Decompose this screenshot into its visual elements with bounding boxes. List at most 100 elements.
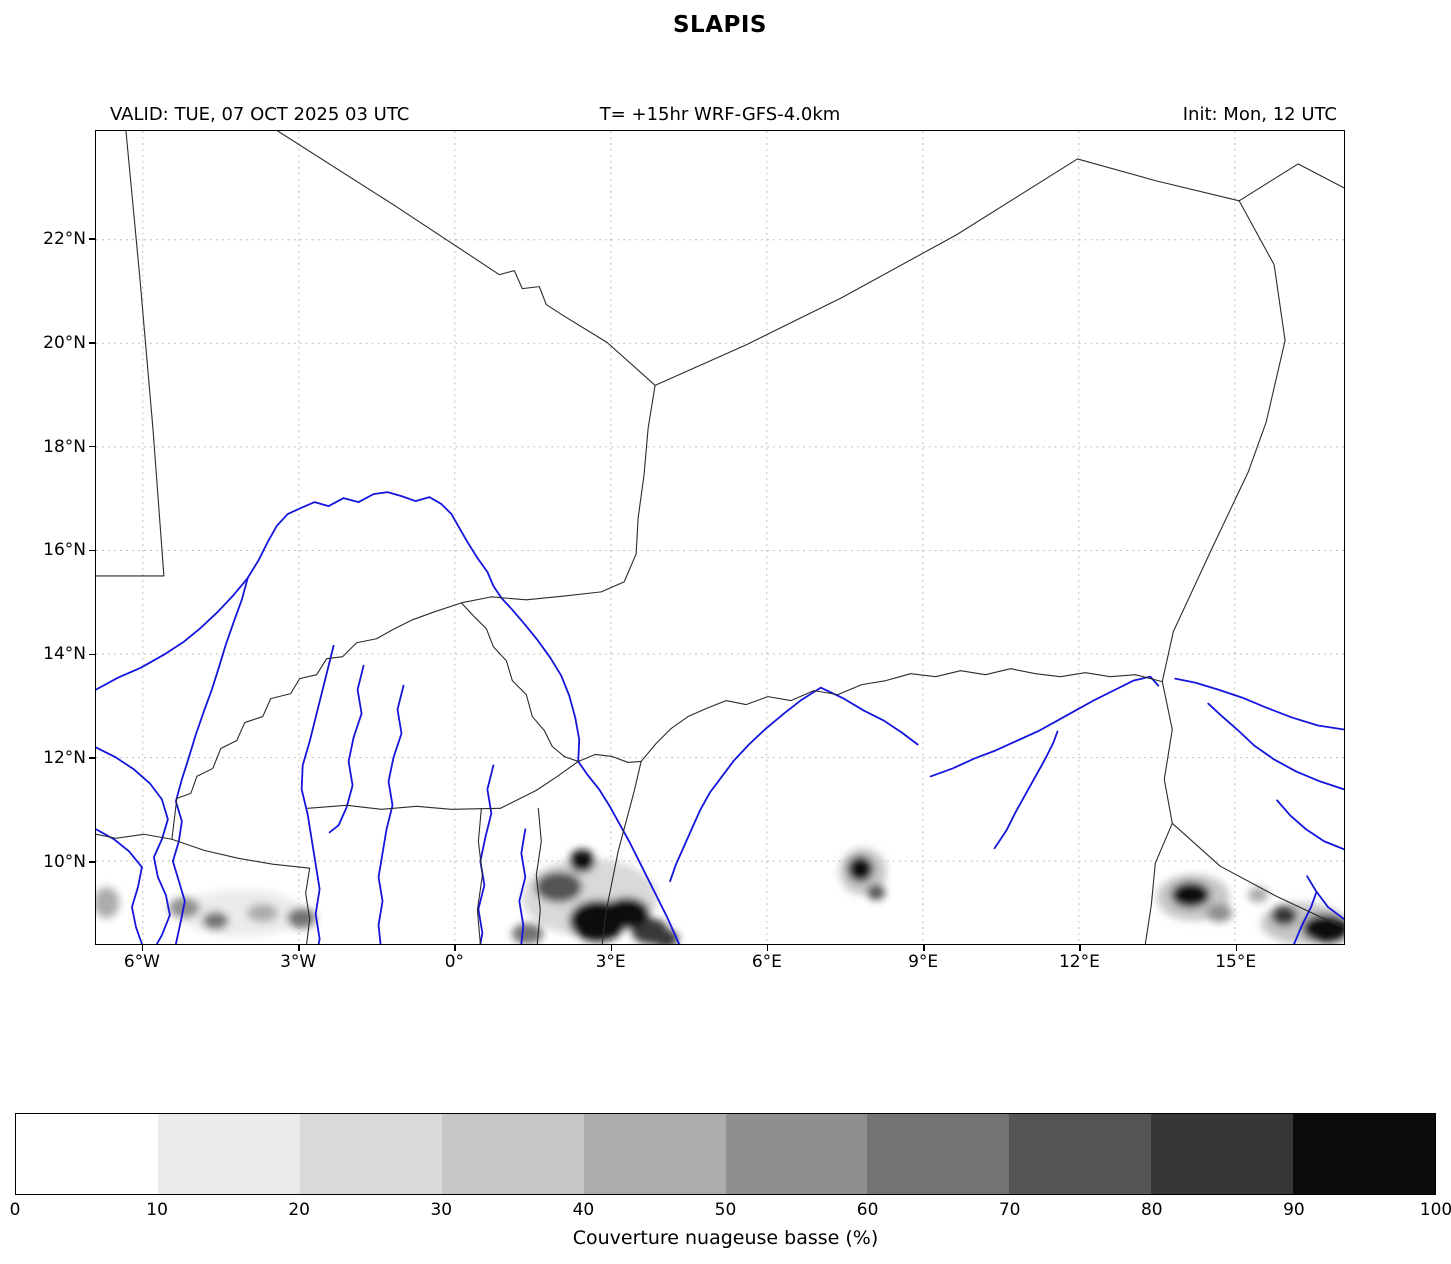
cloud-patch: [287, 907, 316, 929]
graticule-grid: [96, 131, 1344, 944]
cloud-patch: [246, 903, 278, 922]
cloud-patch: [866, 884, 886, 900]
border-segment: [640, 668, 1163, 762]
x-tick-label: 12°E: [1058, 952, 1100, 972]
cloud-patch: [96, 887, 120, 919]
cloud-patch: [603, 897, 650, 929]
x-tick-label: 6°W: [123, 952, 160, 972]
border-segment: [96, 131, 165, 577]
x-tick-mark: [454, 945, 456, 951]
y-tick-mark: [89, 757, 95, 759]
y-tick-label: 18°N: [43, 436, 86, 457]
river-segment: [300, 644, 335, 944]
colorbar-segment: [725, 1114, 868, 1194]
border-segment: [171, 838, 311, 869]
colorbar-tick-label: 60: [856, 1200, 879, 1220]
river-segment: [377, 684, 405, 944]
river-segment: [1293, 892, 1317, 944]
x-tick-mark: [923, 945, 925, 951]
border-segment: [460, 602, 579, 762]
colorbar-segment: [867, 1114, 1010, 1194]
border-segment: [1161, 200, 1286, 683]
colorbar-segment: [157, 1114, 300, 1194]
colorbar-tick-label: 40: [572, 1200, 595, 1220]
cloud-patch: [1206, 903, 1233, 922]
colorbar-tick-label: 0: [9, 1200, 21, 1220]
cloud-patch: [1247, 887, 1269, 903]
colorbar-tick-label: 10: [146, 1200, 168, 1220]
colorbar-tick-label: 80: [1140, 1200, 1163, 1220]
border-segment: [1171, 822, 1344, 929]
y-tick-mark: [89, 342, 95, 344]
river-segment: [993, 730, 1059, 850]
river-segment: [518, 828, 527, 944]
y-tick-mark: [89, 653, 95, 655]
border-segment: [535, 807, 542, 944]
colorbar-segment: [583, 1114, 726, 1194]
cloud-patch: [512, 923, 544, 944]
colorbar: [15, 1113, 1436, 1195]
y-tick-label: 22°N: [43, 229, 86, 249]
x-tick-label: 6°E: [751, 952, 782, 972]
y-tick-mark: [89, 549, 95, 552]
border-segment: [1238, 163, 1344, 202]
border-segment: [305, 867, 311, 944]
cloud-patch: [1171, 881, 1211, 908]
colorbar-tick-label: 30: [430, 1200, 453, 1220]
map-canvas: [96, 131, 1344, 944]
colorbar-segment: [1009, 1114, 1152, 1194]
border-segment: [96, 833, 173, 840]
colorbar-tick-label: 100: [1419, 1200, 1451, 1220]
x-tick-label: 3°E: [595, 952, 626, 972]
border-segment: [601, 760, 642, 944]
x-tick-mark: [1079, 945, 1081, 951]
colorbar-label: Couverture nuageuse basse (%): [572, 1227, 879, 1249]
river-segment: [1174, 677, 1344, 731]
colorbar-tick-label: 20: [288, 1200, 311, 1220]
y-tick-label: 20°N: [43, 332, 86, 353]
y-tick-mark: [89, 861, 95, 863]
river-segment: [1276, 799, 1344, 851]
river-segment: [328, 664, 365, 834]
x-tick-label: 9°E: [908, 952, 939, 972]
river-segment: [1207, 702, 1344, 791]
y-tick-label: 14°N: [43, 644, 86, 665]
border-segment: [476, 807, 483, 944]
border-segment: [1076, 158, 1240, 202]
colorbar-segment: [1293, 1114, 1436, 1194]
x-tick-mark: [298, 945, 300, 951]
x-tick-mark: [610, 945, 613, 951]
border-segment: [499, 760, 579, 809]
cloud-patch: [569, 849, 596, 873]
valid-time-label: VALID: TUE, 07 OCT 2025 03 UTC: [110, 104, 410, 125]
cloud-patch: [202, 911, 229, 930]
y-tick-label: 12°N: [43, 748, 86, 769]
colorbar-segment: [299, 1114, 442, 1194]
colorbar-segment: [441, 1114, 584, 1194]
x-tick-label: 15°E: [1215, 952, 1257, 972]
river-segment: [929, 675, 1160, 778]
river-segment: [819, 686, 919, 746]
border-segment: [460, 384, 656, 604]
y-tick-label: 16°N: [43, 540, 86, 561]
river-segment: [96, 746, 171, 944]
border-segment: [171, 602, 462, 840]
river-segment: [96, 828, 143, 944]
cloud-patch: [535, 871, 583, 903]
border-segment: [277, 131, 656, 386]
cloud-patch: [1271, 905, 1298, 926]
cloud-cover-layer: [96, 848, 1344, 944]
colorbar-segment: [16, 1114, 158, 1194]
cloud-patch: [179, 889, 304, 937]
border-segment: [654, 158, 1078, 386]
colorbar-tick-label: 70: [998, 1200, 1021, 1220]
river-segment: [669, 686, 822, 883]
forecast-lead-label: T= +15hr WRF-GFS-4.0km: [599, 104, 841, 125]
river-segment: [96, 491, 680, 944]
x-tick-mark: [1235, 945, 1238, 951]
border-segment: [307, 804, 501, 810]
rivers-layer: [96, 491, 1344, 944]
y-tick-mark: [89, 445, 95, 448]
x-tick-label: 3°W: [280, 952, 317, 972]
